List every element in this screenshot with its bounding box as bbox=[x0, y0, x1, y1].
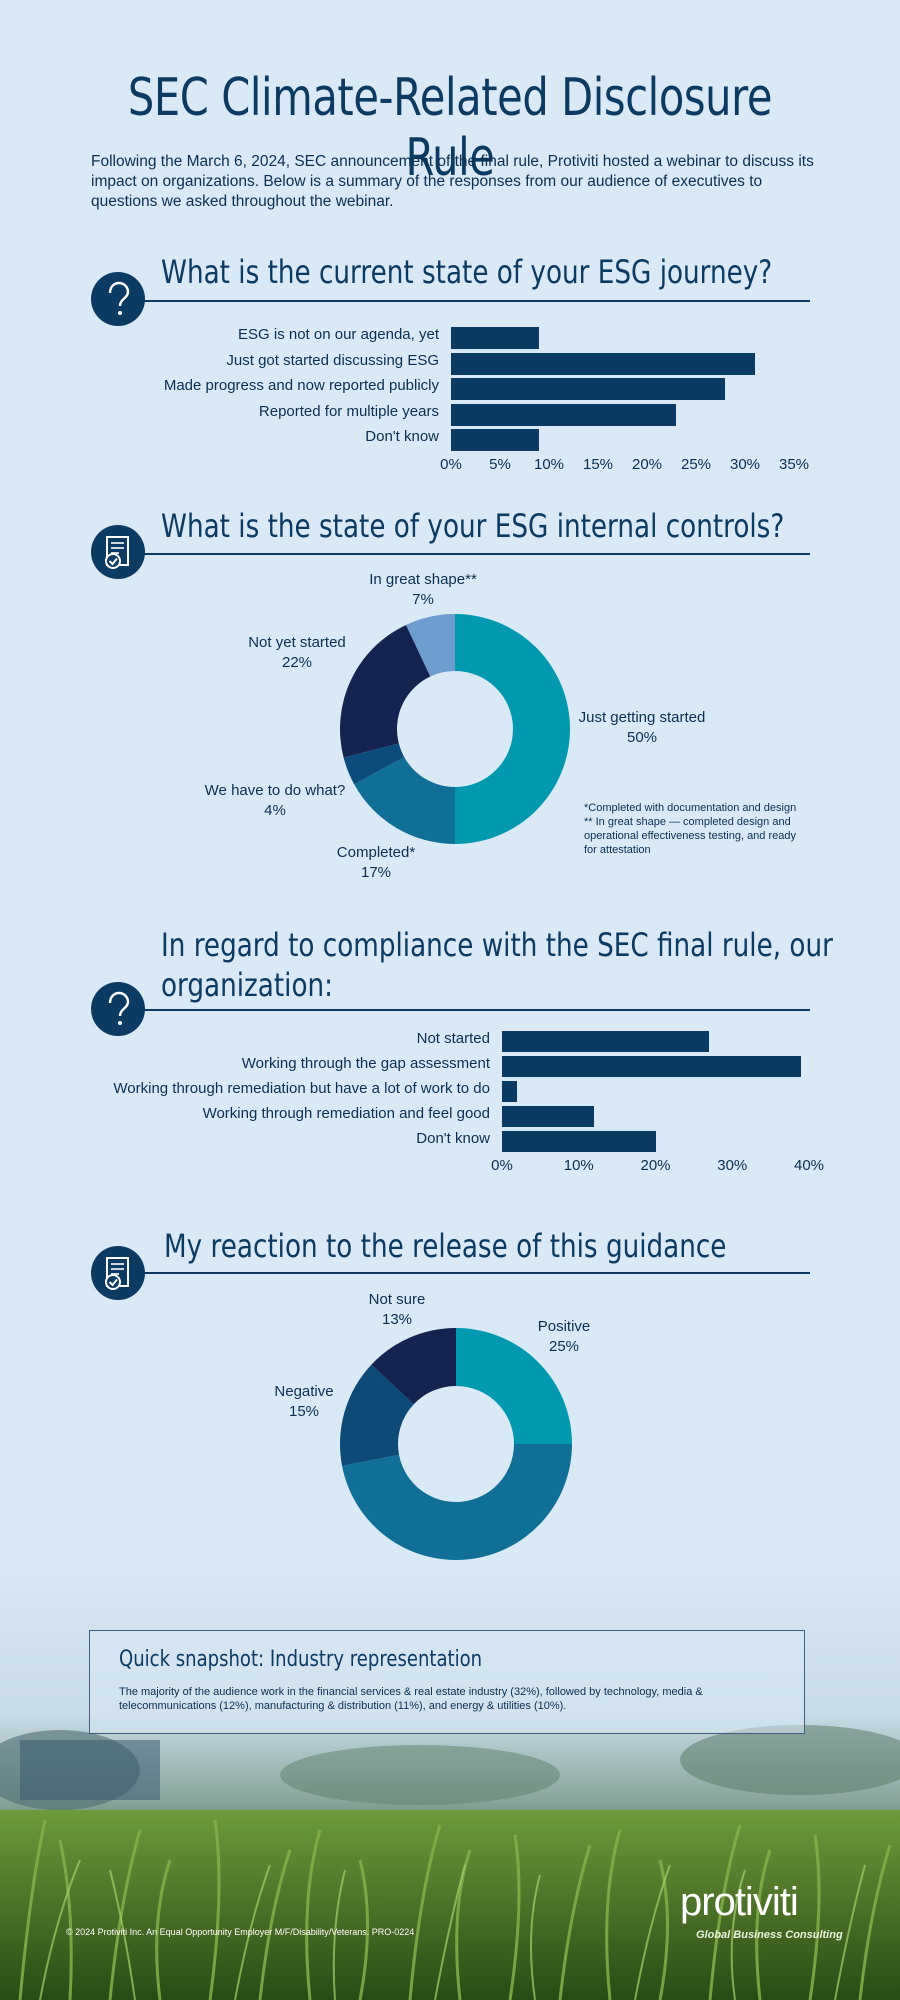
copyright-text: © 2024 Protiviti Inc. An Equal Opportuni… bbox=[66, 1927, 415, 1937]
intro-text: Following the March 6, 2024, SEC announc… bbox=[91, 153, 814, 210]
bar bbox=[502, 1081, 518, 1102]
section4-title: My reaction to the release of this guida… bbox=[164, 1227, 727, 1265]
axis-tick-label: 10% bbox=[563, 1157, 594, 1174]
axis-tick-label: 0% bbox=[491, 1157, 513, 1174]
bar bbox=[451, 403, 677, 426]
axis-tick-label: 30% bbox=[717, 1157, 748, 1174]
donut-slice-label: Not yet started 22% bbox=[248, 633, 346, 673]
bar bbox=[502, 1031, 710, 1052]
bar-label: Reported for multiple years bbox=[258, 402, 439, 420]
question-icon bbox=[91, 982, 145, 1036]
slice-value: 50% bbox=[626, 729, 658, 746]
donut-slice-label: Completed* 17% bbox=[337, 843, 415, 883]
donut-slice bbox=[354, 756, 455, 844]
axis-tick-label: 30% bbox=[729, 456, 761, 473]
bar-label: Not started bbox=[416, 1030, 490, 1047]
donut-slice-label: Not sure 13% bbox=[369, 1290, 426, 1330]
donut-slice-label: In great shape** 7% bbox=[369, 570, 477, 610]
axis-tick-label: 15% bbox=[582, 456, 614, 473]
slice-name: Just getting started bbox=[578, 709, 706, 726]
bar-label: Don't know bbox=[365, 428, 439, 445]
axis-tick-label: 5% bbox=[489, 456, 511, 473]
chart-footnote: *Completed with documentation and design… bbox=[584, 801, 809, 857]
axis-tick-label: 40% bbox=[793, 1157, 825, 1174]
bar bbox=[502, 1131, 656, 1152]
bar-label: Working through the gap assessment bbox=[241, 1055, 490, 1072]
snapshot-text: The majority of the audience work in the… bbox=[119, 1686, 703, 1712]
slice-name: Not sure bbox=[368, 1291, 426, 1308]
donut-slice bbox=[340, 624, 431, 758]
slice-value: 22% bbox=[281, 654, 313, 671]
slice-value: 4% bbox=[264, 802, 286, 819]
bar bbox=[502, 1106, 595, 1127]
page-title: SEC Climate-Related Disclosure Rule bbox=[127, 68, 773, 188]
section1-title: What is the current state of your ESG jo… bbox=[161, 253, 773, 291]
slice-value: 7% bbox=[412, 591, 434, 608]
donut-chart bbox=[340, 1328, 572, 1560]
donut-slice bbox=[371, 1328, 456, 1405]
section2-divider bbox=[142, 553, 810, 555]
axis-tick-label: 35% bbox=[778, 456, 810, 473]
slice-name: In great shape** bbox=[369, 571, 477, 588]
donut-slice bbox=[456, 1328, 572, 1444]
slice-value: 17% bbox=[360, 864, 392, 881]
footnote-completed: *Completed with documentation and design bbox=[584, 802, 797, 814]
donut-slice bbox=[340, 1364, 414, 1466]
footnote-great-shape: ** In great shape — completed design and… bbox=[584, 816, 796, 856]
slice-name: Completed* bbox=[336, 844, 416, 861]
donut-slice bbox=[343, 743, 405, 785]
section3-title-line2: organization: bbox=[161, 966, 333, 1004]
section3-divider bbox=[142, 1009, 810, 1011]
axis-tick-label: 0% bbox=[440, 456, 462, 473]
bar-label: Working through remediation and feel goo… bbox=[202, 1105, 490, 1122]
donut-slice-label: Just getting started 50% bbox=[579, 708, 706, 748]
slice-value: 25% bbox=[548, 1338, 580, 1355]
bar-label: Just got started discussing ESG bbox=[226, 351, 439, 369]
donut-slice bbox=[342, 1444, 572, 1560]
slice-name: Positive bbox=[537, 1318, 591, 1335]
donut-slice-label: Positive 25% bbox=[538, 1317, 591, 1357]
slice-name: We have to do what? bbox=[204, 782, 346, 799]
donut-slice-label: Negative 15% bbox=[274, 1382, 333, 1422]
question-icon bbox=[91, 272, 145, 326]
axis-tick-label: 25% bbox=[680, 456, 712, 473]
bar bbox=[451, 327, 540, 349]
protiviti-logo[interactable]: protiviti bbox=[680, 1880, 799, 1924]
slice-name: Not yet started bbox=[248, 634, 346, 651]
bar-label: ESG is not on our agenda, yet bbox=[238, 326, 439, 343]
logo-tagline: Global Business Consulting bbox=[696, 1929, 843, 1941]
section2-title: What is the state of your ESG internal c… bbox=[161, 507, 785, 545]
snapshot-title: Quick snapshot: Industry representation bbox=[119, 1647, 483, 1672]
slice-name: Negative bbox=[274, 1383, 334, 1400]
bar bbox=[451, 378, 726, 400]
section4-divider bbox=[142, 1272, 810, 1274]
bar-label: Don't know bbox=[416, 1130, 490, 1147]
donut-slice-label: We have to do what? 4% bbox=[205, 781, 346, 821]
section1-divider bbox=[142, 300, 810, 302]
donut-chart bbox=[340, 614, 570, 844]
slice-value: 15% bbox=[288, 1403, 320, 1420]
bar-label: Working through remediation but have a l… bbox=[113, 1080, 490, 1097]
section3-title-line1: In regard to compliance with the SEC fin… bbox=[161, 926, 833, 964]
axis-tick-label: 10% bbox=[533, 456, 565, 473]
donut-slice bbox=[406, 614, 455, 677]
bar bbox=[451, 352, 755, 375]
donut-slice bbox=[455, 614, 570, 844]
bar-label: Made progress and now reported publicly bbox=[163, 377, 439, 394]
bar bbox=[451, 429, 540, 451]
slice-value: 13% bbox=[381, 1311, 413, 1328]
snapshot-box: Quick snapshot: Industry representation … bbox=[89, 1630, 805, 1734]
checklist-icon bbox=[91, 1246, 145, 1300]
bar bbox=[502, 1056, 802, 1077]
checklist-icon bbox=[91, 525, 145, 579]
axis-tick-label: 20% bbox=[640, 1157, 671, 1174]
axis-tick-label: 20% bbox=[631, 456, 663, 473]
